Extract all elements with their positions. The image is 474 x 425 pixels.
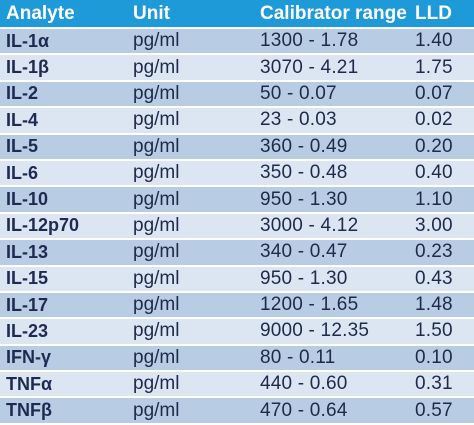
table-row: IL-1α pg/ml 1300 - 1.78 1.40 <box>0 29 474 56</box>
analyte-cell: IL-12p70 <box>0 213 127 241</box>
lld-cell: 0.57 <box>409 398 474 425</box>
table-row: IL-2 pg/ml 50 - 0.07 0.07 <box>0 81 474 109</box>
analyte-cell: TNFβ <box>0 398 127 425</box>
unit-cell: pg/ml <box>127 55 254 82</box>
unit-cell: pg/ml <box>127 81 254 109</box>
analyte-cell: IL-17 <box>0 292 127 320</box>
analyte-cell: IL-13 <box>0 240 127 267</box>
unit-cell: pg/ml <box>127 398 254 425</box>
lld-cell: 1.75 <box>409 55 474 82</box>
unit-cell: pg/ml <box>127 160 254 188</box>
analyte-cell: IL-1β <box>0 55 127 82</box>
calibrator-range-cell: 1300 - 1.78 <box>254 29 409 56</box>
header-lld: LLD <box>409 0 474 29</box>
calibrator-range-cell: 440 - 0.60 <box>254 372 409 399</box>
lld-cell: 0.20 <box>409 134 474 161</box>
analyte-cell: IL-4 <box>0 108 127 135</box>
unit-cell: pg/ml <box>127 213 254 241</box>
analyte-cell: IL-1α <box>0 29 127 56</box>
lld-cell: 1.48 <box>409 292 474 320</box>
unit-cell: pg/ml <box>127 292 254 320</box>
table-row: IFN-γ pg/ml 80 - 0.11 0.10 <box>0 345 474 373</box>
lld-cell: 0.07 <box>409 81 474 109</box>
analyte-cell: IL-10 <box>0 187 127 214</box>
table-row: IL-10 pg/ml 950 - 1.30 1.10 <box>0 187 474 214</box>
table-row: IL-1β pg/ml 3070 - 4.21 1.75 <box>0 55 474 82</box>
unit-cell: pg/ml <box>127 319 254 346</box>
unit-cell: pg/ml <box>127 29 254 56</box>
table-row: IL-23 pg/ml 9000 - 12.35 1.50 <box>0 319 474 346</box>
lld-cell: 3.00 <box>409 213 474 241</box>
table-row: IL-13 pg/ml 340 - 0.47 0.23 <box>0 240 474 267</box>
lld-cell: 0.31 <box>409 372 474 399</box>
calibrator-range-cell: 950 - 1.30 <box>254 266 409 293</box>
unit-cell: pg/ml <box>127 240 254 267</box>
calibrator-range-cell: 50 - 0.07 <box>254 81 409 109</box>
unit-cell: pg/ml <box>127 134 254 161</box>
lld-cell: 1.10 <box>409 187 474 214</box>
calibrator-range-cell: 360 - 0.49 <box>254 134 409 161</box>
analyte-cell: IL-15 <box>0 266 127 293</box>
lld-cell: 0.43 <box>409 266 474 293</box>
table-row: IL-15 pg/ml 950 - 1.30 0.43 <box>0 266 474 293</box>
calibrator-range-cell: 470 - 0.64 <box>254 398 409 425</box>
lld-cell: 0.10 <box>409 345 474 373</box>
unit-cell: pg/ml <box>127 187 254 214</box>
calibrator-range-cell: 23 - 0.03 <box>254 108 409 135</box>
table-row: IL-6 pg/ml 350 - 0.48 0.40 <box>0 160 474 188</box>
analyte-cell: TNFα <box>0 372 127 399</box>
lld-cell: 0.40 <box>409 160 474 188</box>
calibrator-range-cell: 80 - 0.11 <box>254 345 409 373</box>
header-analyte: Analyte <box>0 0 127 29</box>
lld-cell: 0.23 <box>409 240 474 267</box>
calibrator-range-cell: 340 - 0.47 <box>254 240 409 267</box>
calibrator-range-cell: 950 - 1.30 <box>254 187 409 214</box>
calibrator-range-cell: 9000 - 12.35 <box>254 319 409 346</box>
header-unit: Unit <box>127 0 254 29</box>
table-header-row: Analyte Unit Calibrator range LLD <box>0 0 474 29</box>
unit-cell: pg/ml <box>127 266 254 293</box>
table-row: TNFβ pg/ml 470 - 0.64 0.57 <box>0 398 474 425</box>
lld-cell: 1.40 <box>409 29 474 56</box>
unit-cell: pg/ml <box>127 345 254 373</box>
table-row: IL-4 pg/ml 23 - 0.03 0.02 <box>0 108 474 135</box>
unit-cell: pg/ml <box>127 108 254 135</box>
analyte-cell: IL-5 <box>0 134 127 161</box>
unit-cell: pg/ml <box>127 372 254 399</box>
lld-cell: 0.02 <box>409 108 474 135</box>
table-row: IL-12p70 pg/ml 3000 - 4.12 3.00 <box>0 213 474 241</box>
table-row: IL-17 pg/ml 1200 - 1.65 1.48 <box>0 292 474 320</box>
calibrator-range-cell: 3070 - 4.21 <box>254 55 409 82</box>
analyte-cell: IFN-γ <box>0 345 127 373</box>
calibrator-range-cell: 350 - 0.48 <box>254 160 409 188</box>
lld-cell: 1.50 <box>409 319 474 346</box>
analyte-cell: IL-6 <box>0 160 127 188</box>
table-row: TNFα pg/ml 440 - 0.60 0.31 <box>0 372 474 399</box>
calibrator-range-cell: 3000 - 4.12 <box>254 213 409 241</box>
header-calibrator-range: Calibrator range <box>254 0 409 29</box>
calibrator-range-cell: 1200 - 1.65 <box>254 292 409 320</box>
table-row: IL-5 pg/ml 360 - 0.49 0.20 <box>0 134 474 161</box>
analyte-cell: IL-2 <box>0 81 127 109</box>
analyte-cell: IL-23 <box>0 319 127 346</box>
